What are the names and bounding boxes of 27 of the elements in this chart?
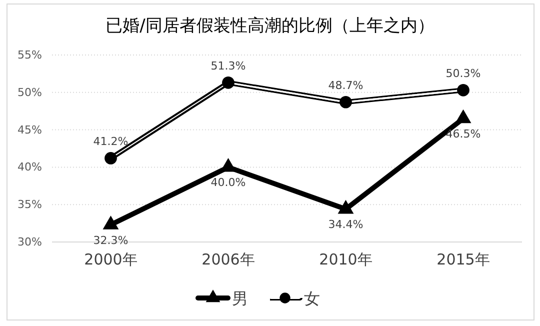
data-label: 46.5% (446, 128, 481, 141)
chart-title: 已婚/同居者假装性高潮的比例（上年之内） (106, 16, 434, 36)
point (457, 84, 470, 96)
data-label: 40.0% (210, 176, 246, 190)
data-label: 34.4% (328, 218, 364, 232)
data-label: 32.3% (93, 234, 128, 247)
point (104, 152, 117, 164)
data-label: 41.2% (93, 135, 128, 148)
point (338, 200, 354, 214)
y-tick-label: 45% (18, 123, 42, 136)
point (222, 76, 234, 89)
data-label: 51.3% (210, 60, 246, 73)
point (102, 216, 119, 230)
x-tick-label: 2015年 (436, 250, 490, 269)
legend-label: 女 (304, 289, 320, 308)
x-tick-label: 2010年 (319, 250, 372, 269)
y-tick-label: 55% (18, 48, 42, 62)
data-label: 50.3% (446, 67, 481, 80)
y-tick-label: 30% (18, 236, 42, 249)
y-tick-label: 40% (18, 160, 42, 174)
point (340, 96, 352, 108)
y-tick-label: 50% (18, 86, 42, 99)
legend-label: 男 (232, 289, 248, 308)
x-tick-label: 2006年 (202, 250, 255, 269)
x-tick-label: 2000年 (84, 250, 138, 269)
y-tick-label: 35% (18, 198, 42, 212)
data-label: 48.7% (328, 79, 364, 92)
